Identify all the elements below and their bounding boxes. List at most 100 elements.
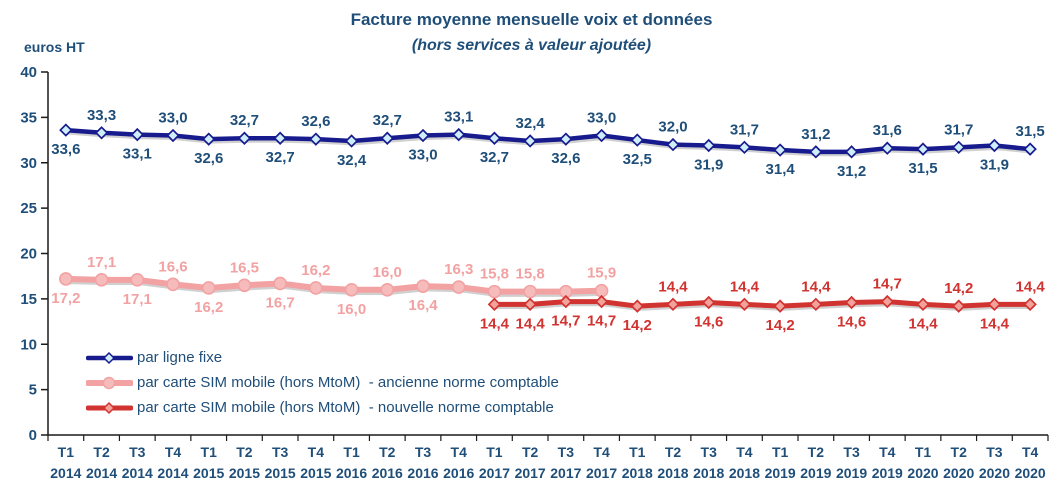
data-point-label: 16,0 — [337, 301, 366, 318]
x-tick-label-year: 2018 — [729, 465, 760, 481]
data-point-marker — [309, 132, 323, 146]
x-tick-label-quarter: T1 — [58, 444, 75, 460]
data-point-label: 32,7 — [266, 149, 295, 166]
data-point-marker — [273, 276, 287, 291]
data-point-label: 32,6 — [551, 150, 580, 167]
x-tick-label-quarter: T3 — [558, 444, 575, 460]
data-point-label: 14,2 — [766, 317, 795, 334]
legend-line-sample — [86, 401, 133, 414]
x-tick-label-year: 2019 — [800, 465, 831, 481]
x-tick-label-year: 2018 — [622, 465, 653, 481]
data-point-marker — [630, 299, 644, 313]
data-point-marker — [702, 138, 716, 153]
data-point-label: 33,3 — [87, 107, 116, 124]
legend-item: par ligne fixe — [86, 345, 559, 370]
legend-marker — [102, 351, 116, 364]
legend-marker — [102, 376, 116, 389]
x-tick-label-quarter: T1 — [915, 444, 932, 460]
data-point-marker — [273, 131, 287, 145]
x-tick-label-quarter: T4 — [1022, 444, 1039, 460]
data-point-marker — [344, 134, 359, 148]
x-tick-label-quarter: T1 — [201, 444, 218, 460]
data-point-marker — [880, 294, 894, 309]
data-point-label: 31,7 — [944, 121, 973, 138]
data-point-marker — [166, 128, 180, 143]
data-point-marker — [1023, 297, 1037, 312]
data-point-marker — [130, 127, 144, 142]
data-point-label: 14,4 — [480, 315, 510, 332]
x-tick-label-quarter: T2 — [379, 444, 396, 460]
data-point-label: 14,7 — [551, 313, 580, 330]
x-tick-label-quarter: T2 — [665, 444, 682, 460]
data-point-label: 31,5 — [908, 160, 937, 177]
legend-line-sample — [86, 376, 133, 389]
data-point-label: 16,3 — [444, 261, 473, 278]
y-tick-label: 0 — [29, 427, 37, 444]
data-point-label: 31,7 — [730, 121, 759, 138]
data-point-marker — [487, 284, 502, 299]
data-point-label: 32,7 — [230, 112, 259, 129]
x-tick-label-year: 2014 — [50, 465, 81, 481]
x-tick-label-quarter: T4 — [593, 444, 610, 460]
x-tick-label-quarter: T1 — [629, 444, 646, 460]
data-point-label: 16,2 — [194, 299, 223, 316]
data-point-marker — [773, 143, 787, 157]
x-tick-label-quarter: T4 — [308, 444, 325, 460]
data-point-label: 31,2 — [837, 163, 866, 180]
data-point-marker — [987, 138, 1002, 153]
data-point-marker — [523, 134, 537, 148]
data-point-marker — [523, 297, 537, 312]
x-tick-label-year: 2017 — [515, 465, 546, 481]
data-point-marker — [202, 132, 216, 146]
chart-title: Facture moyenne mensuelle voix et donnée… — [350, 10, 713, 29]
chart-legend: par ligne fixe par carte SIM mobile (hors… — [86, 345, 559, 420]
data-point-marker — [916, 297, 930, 312]
data-point-label: 33,0 — [158, 110, 187, 127]
data-point-marker — [559, 132, 573, 146]
data-point-marker — [380, 131, 394, 145]
data-point-marker — [59, 123, 73, 137]
data-point-marker — [844, 145, 859, 159]
data-point-label: 31,6 — [873, 122, 902, 139]
legend-item-label: par carte SIM mobile (hors MtoM) - nouve… — [137, 399, 554, 416]
data-point-marker — [451, 280, 466, 294]
data-point-label: 14,7 — [587, 313, 616, 330]
data-point-marker — [630, 133, 644, 147]
data-point-label: 17,2 — [51, 290, 80, 307]
data-point-label: 33,1 — [444, 109, 473, 126]
x-tick-label-year: 2020 — [1015, 465, 1046, 481]
x-tick-label-quarter: T2 — [236, 444, 253, 460]
x-tick-label-quarter: T3 — [415, 444, 432, 460]
chart-subtitle: (hors services à valeur ajoutée) — [411, 37, 652, 54]
y-tick-label: 20 — [20, 246, 37, 263]
data-point-marker — [880, 141, 894, 155]
x-tick-label-year: 2020 — [979, 465, 1010, 481]
x-tick-label-year: 2016 — [443, 465, 474, 481]
legend-item: par carte SIM mobile (hors MtoM) - ancie… — [86, 370, 559, 395]
data-point-label: 31,9 — [980, 157, 1009, 174]
x-tick-label-quarter: T3 — [701, 444, 718, 460]
data-point-label: 32,4 — [337, 152, 367, 169]
data-point-marker — [94, 126, 109, 140]
y-tick-label: 5 — [29, 382, 37, 399]
data-point-marker — [844, 295, 859, 310]
x-tick-label-year: 2015 — [265, 465, 296, 481]
series-0: 17,2 17,1 17,1 16,6 16,2 16,5 16,7 16,2 16,0 16,0… — [51, 254, 616, 318]
data-point-marker — [559, 294, 573, 309]
data-point-label: 14,4 — [980, 315, 1010, 332]
legend-item-label: par carte SIM mobile (hors MtoM) - ancie… — [137, 374, 559, 391]
data-point-marker — [344, 282, 359, 297]
y-tick-label: 30 — [20, 155, 37, 172]
legend-item: par carte SIM mobile (hors MtoM) - nouve… — [86, 395, 559, 420]
x-tick-label-quarter: T3 — [986, 444, 1003, 460]
series-line — [491, 299, 1033, 309]
data-point-marker — [666, 297, 680, 312]
x-tick-label-year: 2017 — [586, 465, 617, 481]
x-tick-label-year: 2017 — [479, 465, 510, 481]
data-point-marker — [952, 140, 966, 155]
x-tick-label-year: 2015 — [300, 465, 331, 481]
data-point-label: 32,0 — [658, 119, 687, 136]
legend-line-sample — [86, 351, 133, 364]
data-point-label: 16,0 — [373, 264, 402, 281]
